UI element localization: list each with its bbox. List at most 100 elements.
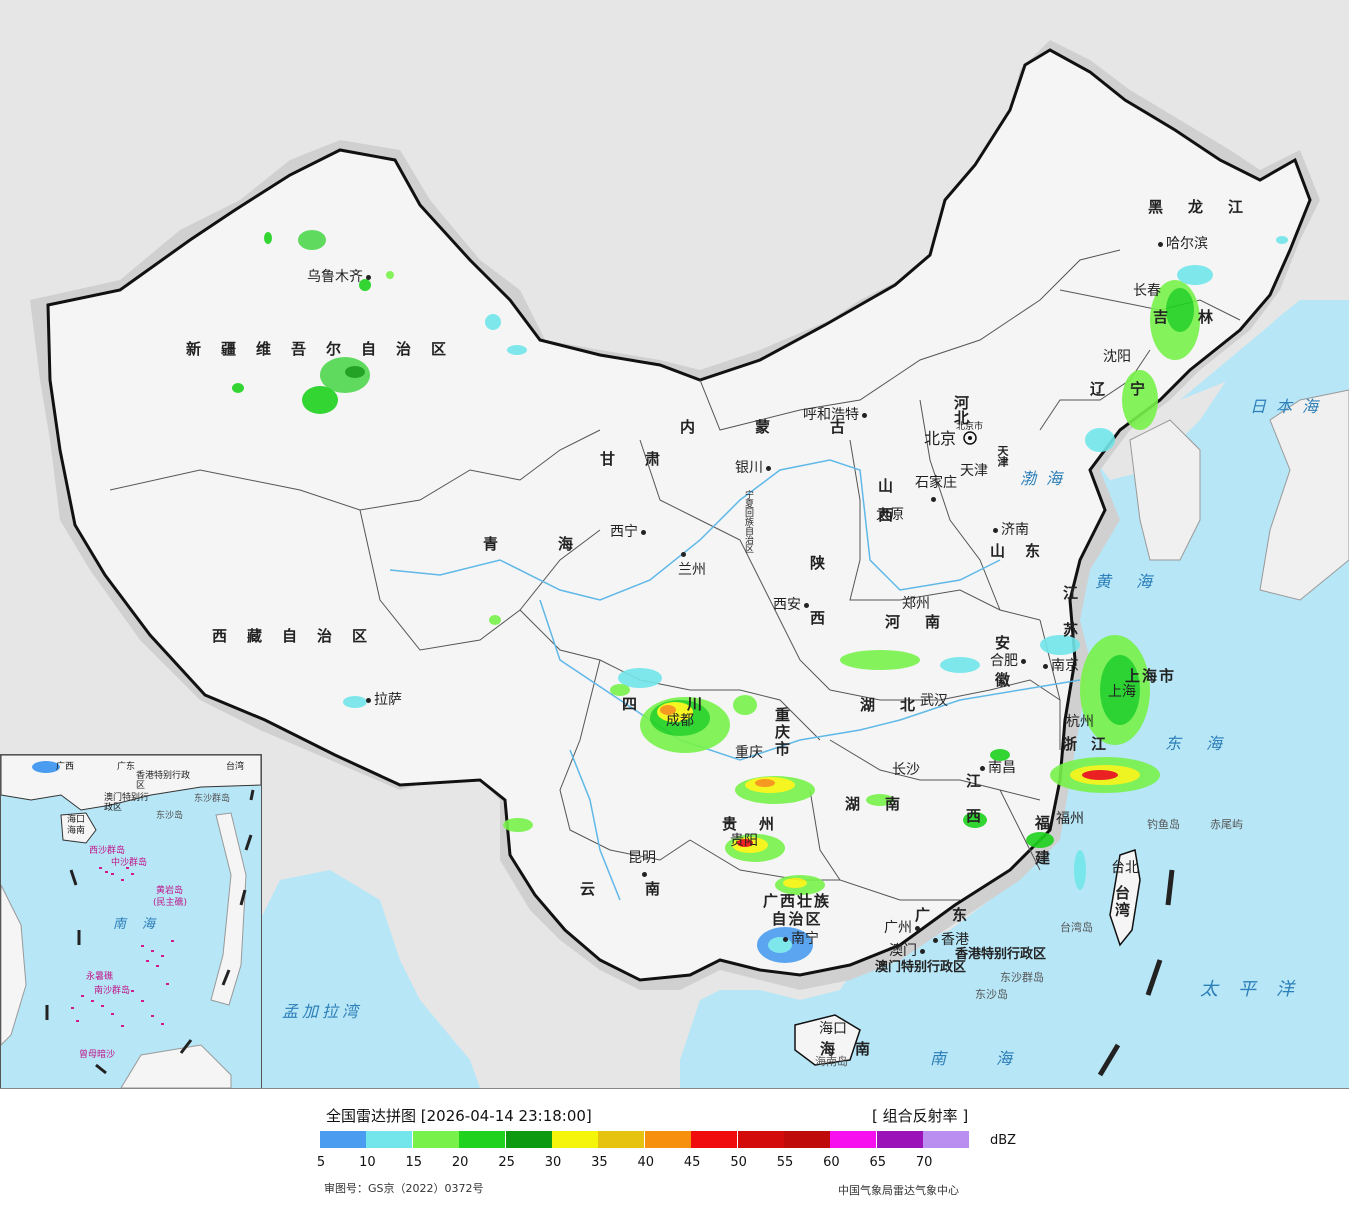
city-label-yinchuan: 银川 [735,460,774,476]
approval-number: 审图号：GS京（2022）0372号 [324,1182,484,1195]
scale-tick-label: 45 [683,1155,701,1170]
province-label-xinjiang: 新疆维吾尔自治区 [186,340,467,358]
province-label-zhejiang: 浙江 [1062,735,1121,753]
province-label-guangxi: 广西壮族自治区 [762,892,831,928]
hk-sar-label: 香港特别行政区 [955,947,1047,962]
inset-islands [71,867,174,1027]
city-label-macao: 澳门 [889,943,928,959]
province-label-shandong: 山东 [990,542,1061,560]
province-label-liaoning: 辽宁 [1090,380,1171,398]
province-label-henan: 河南 [885,613,966,631]
legend-unit: dBZ [990,1133,1017,1148]
scale-cell [552,1131,598,1148]
map-canvas [30,40,1349,1088]
inset-huangyan-label: 黄岩岛 [156,886,184,896]
scale-tick-label: 25 [498,1155,515,1170]
scale-tick-label: 20 [451,1155,469,1170]
radar-map[interactable]: 新疆维吾尔自治区 西藏自治区 青海 甘肃 内蒙古 四川 云南 黑龙江 吉林 辽宁… [0,0,1349,1089]
scale-cell [459,1131,506,1148]
province-label-jiangxi: 江西 [964,773,982,843]
city-label-fuzhou: 福州 [1056,811,1084,827]
scale-cell [412,1131,459,1148]
city-label-shenyang: 沈阳 [1103,349,1131,365]
province-label-xizang: 西藏自治区 [212,627,388,645]
inset-taiwan-label: 台湾 [226,762,245,772]
inset-canvas [1,755,261,1088]
taiwan-land [1109,849,1141,947]
city-label-taipei: 台北 [1111,860,1139,876]
scale-tick-label: 30 [544,1155,562,1170]
inset-nansha-label: 南沙群岛 [94,986,131,996]
city-label-taiyuan: 太原 [876,507,904,523]
city-label-hangzhou: 杭州 [1066,714,1094,730]
province-label-guangdong: 广东 [915,906,990,924]
taiwan-label: 台湾 [1113,885,1131,919]
city-label-xian: 西安 [773,597,812,613]
province-label-shaanxi: 陕西 [808,555,826,665]
inset-borneo [120,1044,232,1088]
maritime-boundary [1097,869,1175,1077]
scale-tick-label: 65 [869,1155,887,1170]
sea-label-japan: 日本海 [1250,397,1329,416]
hainan-island-label: 海南岛 [815,1055,848,1068]
scale-cell [320,1131,366,1148]
province-label-shanxi: 山西 [876,478,894,536]
legend-title: 全国雷达拼图 [2026-04-14 23:18:00] [326,1107,592,1125]
scale-cell [598,1131,645,1148]
legend-panel [0,1089,1349,1208]
city-label-chengdu: 成都 [666,713,694,729]
sea-label-yellow: 黄海 [1095,572,1178,591]
city-label-hohhot: 呼和浩特 [803,407,870,423]
city-label-xining: 西宁 [610,524,649,540]
scale-tick-label: 15 [405,1155,423,1170]
rivers [389,459,1081,901]
capital-marker [963,431,977,445]
inset-xisha-label: 西沙群岛 [89,846,126,856]
radar-echoes [232,230,1288,963]
province-label-heilongjiang: 黑龙江 [1148,198,1269,216]
scale-tick-label: 35 [591,1155,608,1170]
city-label-lhasa: 拉萨 [363,692,402,708]
sea-label-bohai: 渤海 [1020,469,1073,488]
city-label-shijiazhuang: 石家庄 [915,475,957,507]
south-china-sea-inset: 广东 广西 香港特别行政区 澳门特别行政区 台湾 东沙群岛 东沙岛 海口 海南 … [0,754,262,1088]
inset-macao-label: 澳门特别行政区 [104,793,150,813]
province-label-hubei: 湖北 [860,696,941,714]
city-label-harbin: 哈尔滨 [1155,236,1208,252]
city-label-shanghai: 上海 [1108,684,1136,700]
inset-philippines [210,812,247,1006]
province-borders [109,249,1241,901]
city-label-changchun: 长春 [1133,283,1161,299]
city-label-nanjing: 南京 [1040,658,1079,674]
inset-nanhai-label: 南海 [113,917,172,932]
city-label-nanchang: 南昌 [977,760,1016,776]
province-label-shanghai: 上海市 [1125,667,1177,685]
scale-cell [923,1131,970,1148]
city-label-jinan: 济南 [990,522,1029,538]
province-label-anhui: 安徽 [993,635,1011,709]
city-label-hefei: 合肥 [990,653,1029,669]
scale-tick-label: 55 [776,1155,794,1170]
inset-hainan [60,812,97,844]
province-label-gansu: 甘肃 [600,450,691,468]
beijing-city-label: 北京市 [956,422,984,432]
sea-label-bengal: 孟加拉湾 [282,1002,363,1021]
province-label-yunnan: 云南 [580,880,711,898]
diaoyu-label: 钓鱼岛 [1147,818,1180,831]
scale-cell [366,1131,413,1148]
chiwei-label: 赤尾屿 [1210,818,1243,831]
city-label-urumqi: 乌鲁木齐 [307,269,374,285]
taiwan-island-label: 台湾岛 [1060,921,1093,934]
city-label-wuhan: 武汉 [920,693,948,709]
scale-cell [876,1131,923,1148]
province-label-jilin: 吉林 [1153,308,1244,326]
province-label-hebei: 河北 [952,395,970,425]
scale-tick-label: 50 [730,1155,747,1170]
city-label-lanzhou: 兰州 [678,546,706,578]
province-label-sichuan: 四川 [622,695,753,713]
province-label-hainan: 海南 [820,1040,891,1058]
dongsha-island-label: 东沙岛 [975,988,1008,1001]
scale-tick-label: 40 [637,1155,655,1170]
city-label-changsha: 长沙 [892,762,920,778]
scale-tick-label: 10 [359,1155,376,1170]
